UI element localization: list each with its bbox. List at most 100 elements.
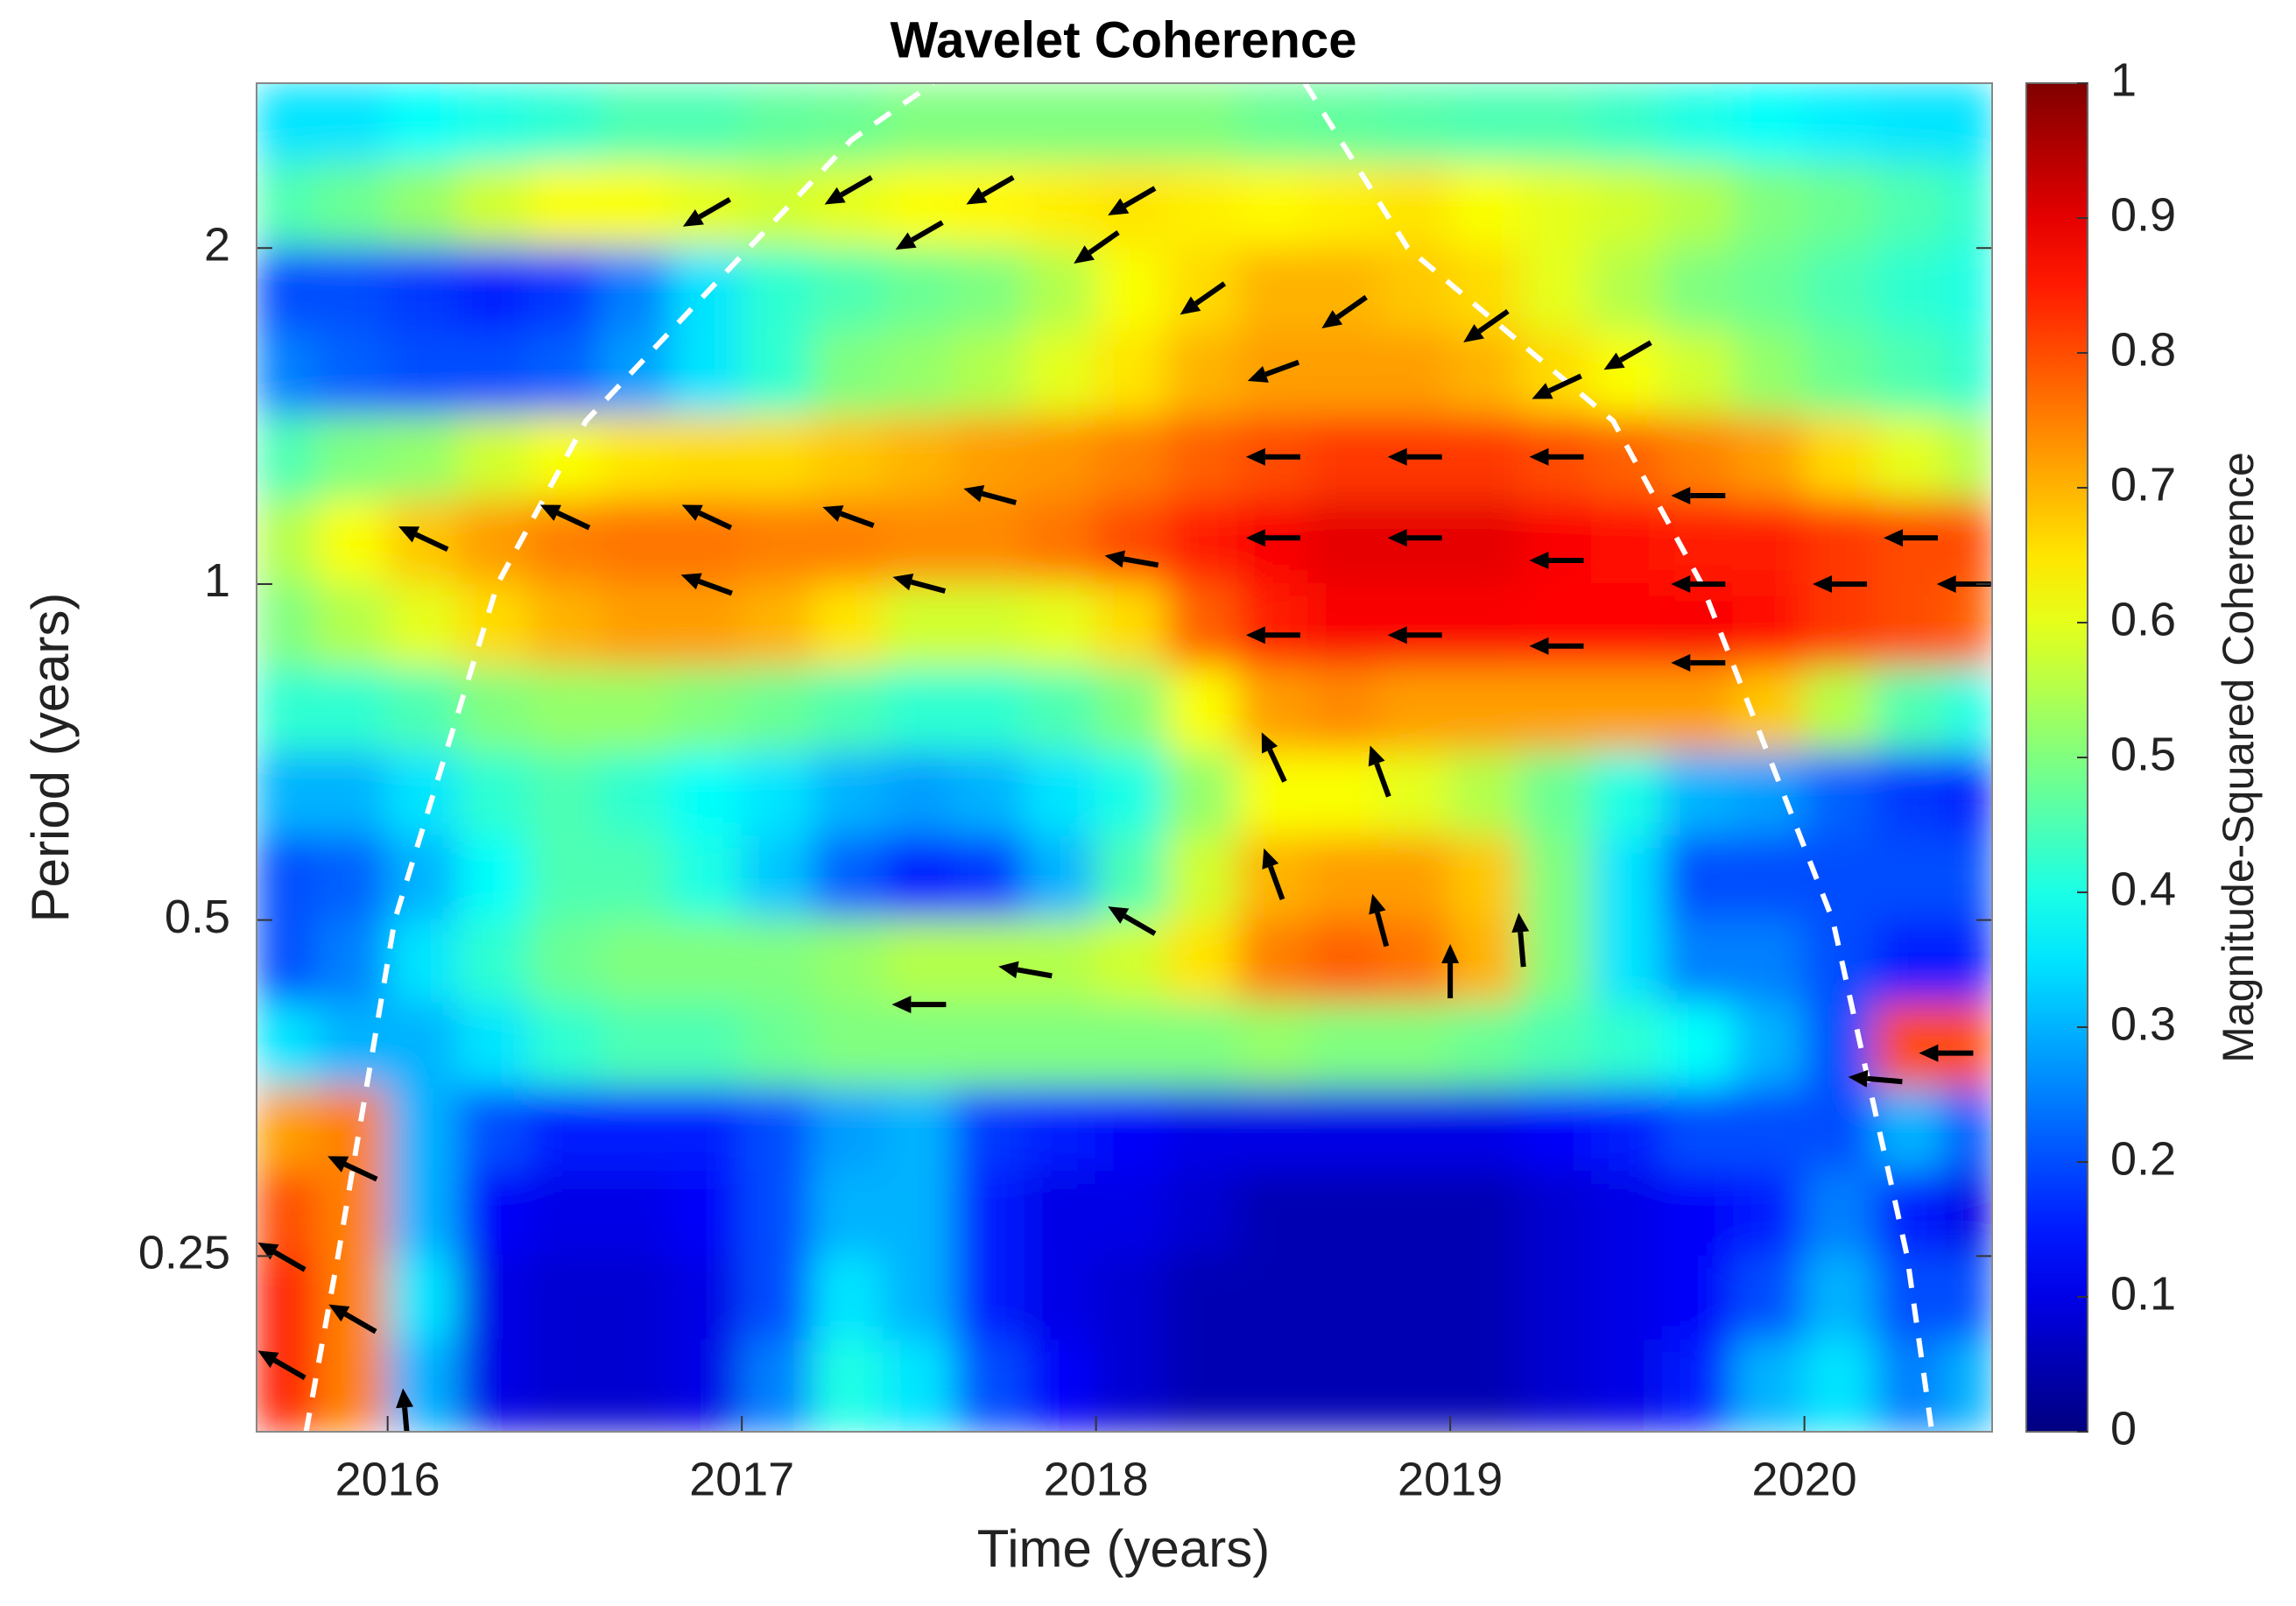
heat-cell	[1166, 83, 1239, 166]
heat-cell	[1024, 1255, 1097, 1342]
heat-cell	[457, 1002, 531, 1089]
heat-cell	[1661, 83, 1735, 166]
arrow-shaft	[414, 532, 449, 553]
heat-cell	[1024, 1002, 1097, 1089]
heat-cell	[386, 83, 460, 166]
heat-cell	[528, 1002, 602, 1089]
heat-cell	[1166, 751, 1239, 838]
heat-cell	[457, 83, 531, 166]
heat-cell	[1449, 1339, 1523, 1432]
heat-cell	[1732, 666, 1806, 754]
arrow-head	[1245, 529, 1265, 547]
heat-cell	[315, 331, 389, 418]
arrow-shaft	[698, 511, 733, 531]
phase-arrow	[1671, 653, 1726, 672]
arrow-shaft	[1267, 748, 1287, 783]
heat-cell	[953, 163, 1026, 250]
heat-cell	[1378, 1255, 1452, 1342]
heat-cell	[257, 1255, 318, 1342]
arrow-shaft	[1017, 967, 1053, 979]
heat-cell	[1661, 1255, 1735, 1342]
heat-cell	[528, 83, 602, 166]
arrow-head	[1180, 296, 1201, 315]
heat-cell	[953, 751, 1026, 838]
arrow-head	[963, 485, 985, 503]
arrow-head	[824, 187, 846, 205]
arrow-shaft	[1194, 281, 1227, 306]
heat-cell	[386, 247, 460, 334]
x-tick-label: 2019	[1398, 1453, 1503, 1505]
heat-cell	[670, 331, 743, 418]
heat-cell	[741, 1171, 814, 1257]
heat-cell	[1236, 83, 1310, 166]
heat-cell	[1661, 331, 1735, 418]
arrow-head	[822, 505, 844, 522]
y-axis-label: Period (years)	[21, 593, 80, 923]
heat-cell	[1236, 247, 1310, 334]
heat-cell	[1945, 835, 1992, 921]
heat-cell	[1024, 1339, 1097, 1432]
arrow-head	[1883, 529, 1903, 547]
x-tick-label: 2020	[1752, 1453, 1857, 1505]
arrow-head	[895, 232, 917, 250]
heat-cell	[1732, 1002, 1806, 1089]
heat-cell	[812, 1339, 884, 1432]
heat-cell	[670, 1002, 743, 1089]
heat-cell	[1803, 247, 1877, 334]
heat-cell	[1520, 498, 1593, 585]
heat-cell	[882, 751, 955, 838]
phase-arrow	[824, 174, 873, 205]
heat-cell	[1520, 751, 1593, 838]
heat-cell	[457, 415, 531, 501]
phase-arrow	[822, 505, 875, 529]
arrow-head	[1387, 447, 1407, 466]
arrow-head	[257, 1350, 279, 1369]
heat-cell	[1307, 1339, 1381, 1432]
heat-cell	[1874, 835, 1947, 921]
heat-cell	[1661, 1002, 1735, 1089]
arrow-head	[1247, 366, 1269, 383]
heat-cell	[457, 666, 531, 754]
heat-cell	[1166, 1339, 1239, 1432]
heat-cell	[812, 751, 884, 838]
heat-cell	[1874, 247, 1947, 334]
heat-cell	[457, 751, 531, 838]
heat-cell	[1095, 415, 1168, 501]
phase-arrow	[1441, 943, 1460, 998]
heat-cell	[1590, 498, 1664, 585]
heat-cell	[1449, 83, 1523, 166]
heat-cell	[386, 1087, 460, 1173]
heat-cell	[386, 1339, 460, 1432]
heat-cell	[812, 666, 884, 754]
colorbar-tick-label: 1	[2110, 53, 2137, 106]
heat-cell	[1166, 1087, 1239, 1173]
heat-cell	[1449, 751, 1523, 838]
heat-cell	[670, 1171, 743, 1257]
heat-cell	[1024, 835, 1097, 921]
heat-cell	[1307, 1087, 1381, 1173]
phase-arrow	[1245, 447, 1300, 466]
phase-arrow	[396, 1388, 414, 1432]
heat-cell	[1095, 1255, 1168, 1342]
arrow-shaft	[840, 174, 873, 198]
heat-cell	[812, 1087, 884, 1173]
x-tick-label: 2017	[689, 1453, 794, 1505]
heat-cell	[1520, 163, 1593, 250]
heat-cell	[1732, 331, 1806, 418]
heat-cell	[953, 331, 1026, 418]
heat-cell	[1803, 1255, 1877, 1342]
heat-cell	[741, 1339, 814, 1432]
arrow-shaft	[698, 197, 732, 220]
heat-cell	[741, 666, 814, 754]
arrow-head	[257, 1242, 279, 1260]
heat-cell	[599, 247, 673, 334]
heat-cell	[882, 1087, 955, 1173]
heat-cell	[1095, 163, 1168, 250]
heat-cell	[386, 1171, 460, 1257]
heat-cell	[1732, 835, 1806, 921]
arrow-shaft	[698, 579, 733, 596]
phase-arrow	[1848, 1069, 1903, 1088]
heat-cell	[1732, 751, 1806, 838]
heat-cell	[315, 751, 389, 838]
heat-cell	[1307, 835, 1381, 921]
